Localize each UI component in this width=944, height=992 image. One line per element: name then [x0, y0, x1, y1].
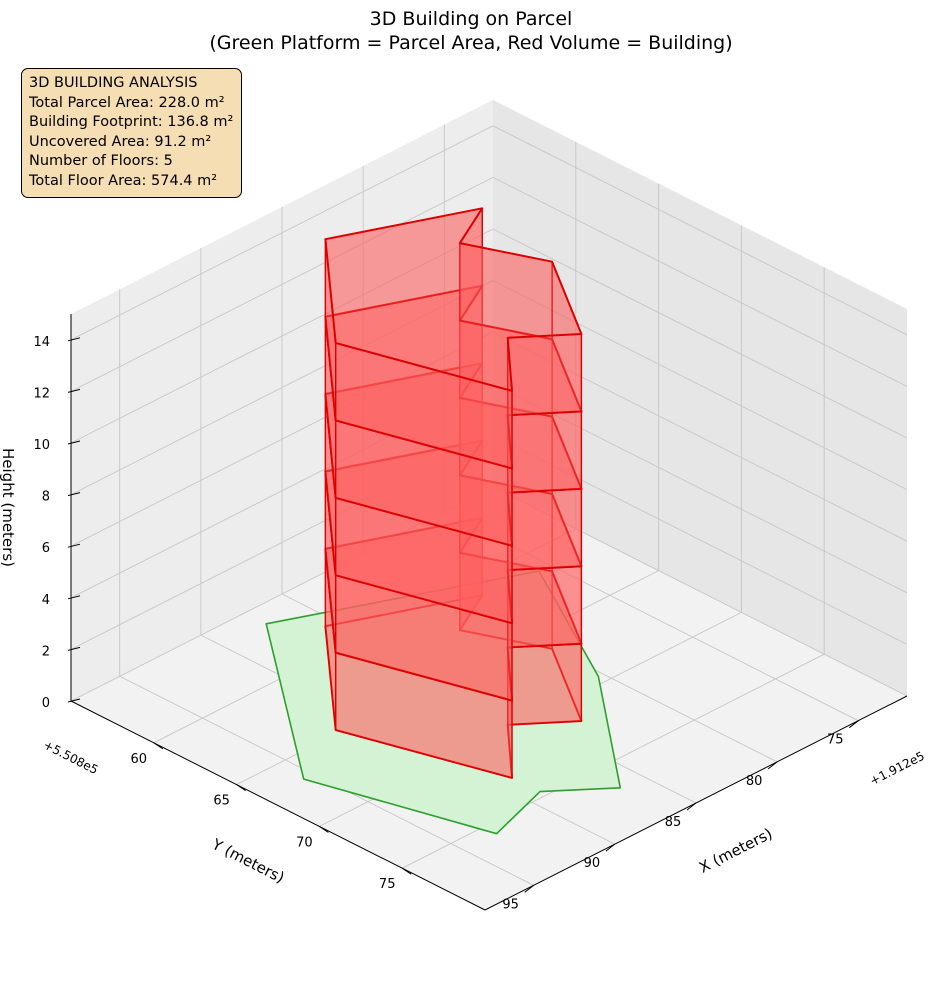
- gridline-z-right: [492, 125, 908, 336]
- x-tick-mark: [605, 843, 616, 852]
- z-tick-label: 10: [33, 438, 50, 453]
- y-tick-mark: [401, 867, 412, 875]
- gridline-z-right: [492, 331, 908, 542]
- z-tick-label: 2: [42, 644, 50, 659]
- z-tick-label: 4: [42, 593, 50, 608]
- y-tick-label: 65: [213, 794, 230, 809]
- chart-subtitle: (Green Platform = Parcel Area, Red Volum…: [209, 32, 732, 54]
- parcel-platform: [265, 570, 622, 835]
- x-axis-label: X (meters): [696, 824, 775, 876]
- z-tick-label: 14: [33, 335, 50, 350]
- z-tick-mark: [67, 337, 81, 342]
- floor-side-face: [507, 488, 583, 571]
- z-tick-mark: [67, 440, 81, 445]
- y-axis-label: Y (meters): [208, 835, 287, 887]
- axis-ticks: 75 80 85 90 95 60 65 70 75 0 2 4 6 8 10 12 14: [33, 335, 859, 912]
- gridline-z-left: [70, 176, 494, 392]
- x-tick-mark: [686, 802, 697, 811]
- floor-side-face: [507, 565, 583, 649]
- x-tick-mark: [767, 761, 778, 770]
- x-tick-label: 95: [502, 897, 519, 912]
- gridline-z-left: [70, 125, 494, 341]
- summary-building-footprint: Building Footprint: 136.8 m²: [29, 114, 234, 130]
- gridline-z-right: [492, 280, 908, 491]
- gridline-z-left: [70, 486, 494, 702]
- summary-total-floor-area: Total Floor Area: 574.4 m²: [29, 172, 218, 189]
- building-floor-1: [324, 516, 583, 779]
- x-tick-label: 75: [827, 733, 844, 748]
- building-floor-4: [324, 284, 583, 547]
- floor-top-face: [324, 207, 583, 392]
- z-tick-label: 6: [42, 541, 50, 556]
- gridline-z-left: [70, 383, 494, 599]
- gridline-z-left: [70, 280, 494, 496]
- right-wall-pane: [493, 100, 907, 696]
- floor-side-face: [507, 333, 583, 416]
- y-tick-mark: [319, 825, 329, 833]
- x-tick-label: 85: [665, 815, 682, 830]
- z-tick-mark: [67, 388, 81, 393]
- gridline-z-right: [492, 486, 908, 697]
- x-tick-label: 90: [584, 856, 601, 871]
- y-tick-mark: [236, 784, 246, 792]
- floor-side-face: [507, 642, 583, 726]
- gridline-z-left: [70, 331, 494, 547]
- gridline-z-right: [492, 434, 908, 645]
- floor-side-face: [507, 410, 583, 494]
- z-tick-mark: [67, 698, 81, 703]
- z-tick-mark: [67, 646, 81, 651]
- y-tick-label: 70: [296, 835, 313, 850]
- y-axis-offset: +5.508e5: [41, 738, 100, 777]
- z-tick-label: 0: [42, 696, 50, 711]
- summary-parcel-area: Total Parcel Area: 228.0 m²: [29, 94, 225, 111]
- chart-title: 3D Building on Parcel: [370, 8, 573, 30]
- x-tick-label: 80: [746, 774, 763, 789]
- plot-area: [265, 207, 622, 835]
- x-tick-mark: [849, 720, 859, 729]
- building-floor-5: [324, 207, 583, 470]
- gridline-z-right: [492, 383, 908, 594]
- z-tick-mark: [67, 595, 81, 600]
- gridline-z-left: [70, 434, 494, 650]
- analysis-summary-box: 3D BUILDING ANALYSIS Total Parcel Area: …: [21, 68, 243, 198]
- summary-heading: 3D BUILDING ANALYSIS: [29, 75, 198, 91]
- x-axis-offset: +1.912e5: [868, 749, 927, 788]
- summary-number-of-floors: Number of Floors: 5: [29, 153, 173, 169]
- z-tick-mark: [67, 492, 81, 497]
- z-tick-label: 12: [33, 386, 50, 401]
- gridline-z-left: [70, 228, 494, 444]
- z-tick-mark: [67, 543, 81, 548]
- building-floor-2: [324, 439, 583, 702]
- building-floor-3: [324, 362, 583, 625]
- z-tick-label: 8: [42, 490, 50, 505]
- summary-uncovered-area: Uncovered Area: 91.2 m²: [29, 133, 212, 150]
- x-tick-mark: [524, 884, 534, 893]
- y-tick-mark: [153, 742, 164, 750]
- gridline-x-floor: [444, 511, 859, 722]
- z-axis-label: Height (meters): [0, 448, 17, 567]
- y-tick-label: 75: [379, 877, 396, 892]
- y-axis-line: [70, 700, 486, 911]
- gridline-z-right: [492, 228, 908, 439]
- gridline-z-right: [492, 176, 908, 387]
- y-tick-label: 60: [131, 752, 148, 767]
